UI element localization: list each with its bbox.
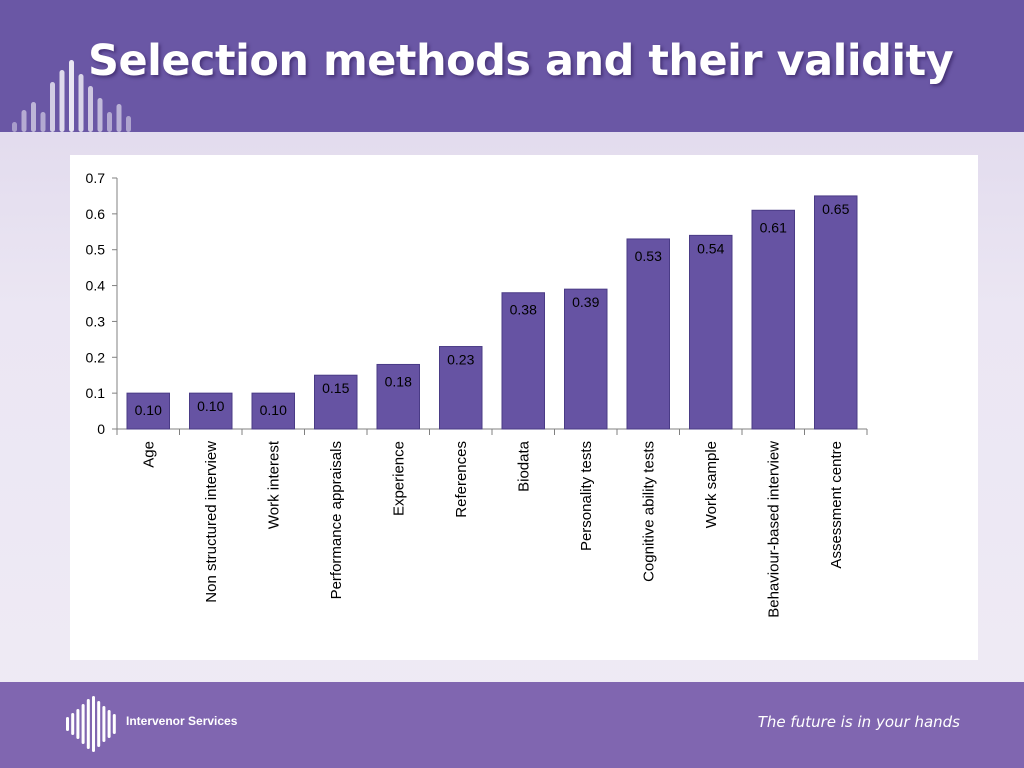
sound-bar bbox=[88, 86, 93, 132]
sound-bar bbox=[31, 102, 36, 132]
sound-bar bbox=[59, 70, 65, 132]
sound-bar bbox=[107, 112, 112, 132]
sound-bar bbox=[116, 104, 122, 132]
bar-cognitive-ability-tests bbox=[626, 238, 670, 430]
data-label: 0.38 bbox=[510, 302, 537, 318]
sound-bar bbox=[78, 74, 84, 132]
bar-work-sample bbox=[689, 234, 733, 430]
bar-age bbox=[126, 392, 170, 430]
x-tick-label: References bbox=[453, 441, 470, 518]
logo-bar bbox=[97, 701, 101, 747]
logo-bar bbox=[86, 699, 90, 749]
tagline: The future is in your hands bbox=[757, 713, 960, 731]
intervenor-logo-icon bbox=[66, 696, 116, 752]
data-label: 0.65 bbox=[822, 201, 849, 217]
bar-assessment-centre bbox=[814, 195, 858, 430]
logo-bar bbox=[71, 713, 75, 735]
y-tick-label: 0.3 bbox=[86, 313, 106, 329]
page-title: Selection methods and their validity bbox=[88, 36, 954, 86]
data-label: 0.18 bbox=[385, 373, 412, 389]
bar-behaviour-based-interview bbox=[751, 209, 795, 430]
data-label: 0.15 bbox=[322, 380, 349, 396]
x-tick-label: Cognitive ability tests bbox=[640, 441, 657, 582]
data-label: 0.53 bbox=[635, 248, 662, 264]
x-tick-label: Non structured interview bbox=[203, 441, 220, 603]
data-label: 0.10 bbox=[135, 402, 162, 418]
y-tick-label: 0.2 bbox=[86, 349, 106, 365]
logo-bar bbox=[81, 704, 85, 744]
y-tick-label: 0.4 bbox=[86, 278, 106, 294]
x-tick-label: Behaviour-based interview bbox=[765, 441, 782, 618]
y-tick-label: 0.5 bbox=[86, 242, 106, 258]
logo-bar bbox=[112, 714, 116, 734]
x-tick-label: Age bbox=[140, 441, 157, 468]
sound-bars-decoration bbox=[12, 60, 131, 132]
bar-work-interest bbox=[251, 392, 295, 430]
sound-bar bbox=[97, 98, 103, 132]
y-tick-label: 0.6 bbox=[86, 206, 106, 222]
x-tick-label: Biodata bbox=[515, 440, 532, 492]
data-label: 0.23 bbox=[447, 352, 474, 368]
logo-bar bbox=[92, 696, 95, 752]
data-label: 0.61 bbox=[760, 219, 787, 235]
chart-panel: 0 0.1 0.2 0.3 0.4 0.5 0.6 0.7 0.10 Age 0.10 Non str… bbox=[70, 155, 978, 660]
sound-bar bbox=[21, 110, 27, 132]
data-label: 0.54 bbox=[697, 240, 724, 256]
sound-bar bbox=[40, 112, 46, 132]
footer-banner: Intervenor Services The future is in you… bbox=[0, 682, 1024, 768]
data-label: 0.39 bbox=[572, 294, 599, 310]
y-tick-label: 0 bbox=[97, 421, 105, 437]
x-tick-label: Assessment centre bbox=[828, 441, 845, 569]
sound-bar bbox=[126, 116, 131, 132]
bar-performance-appraisals bbox=[314, 374, 358, 430]
bar-personality-tests bbox=[564, 288, 608, 430]
sound-bar bbox=[69, 60, 74, 132]
x-tick-label: Performance appraisals bbox=[328, 441, 345, 599]
x-tick-label: Work interest bbox=[265, 440, 282, 529]
y-tick-label: 0.1 bbox=[86, 385, 106, 401]
sound-bar bbox=[50, 82, 55, 132]
x-tick-label: Personality tests bbox=[578, 441, 595, 551]
logo-bar bbox=[76, 709, 80, 739]
data-label: 0.10 bbox=[260, 402, 287, 418]
bar-references bbox=[439, 346, 483, 430]
x-tick-label: Work sample bbox=[703, 441, 720, 528]
data-label: 0.10 bbox=[197, 398, 224, 414]
logo-bar bbox=[102, 706, 106, 742]
bar-non-structured-interview bbox=[189, 392, 233, 430]
bar-chart: 0 0.1 0.2 0.3 0.4 0.5 0.6 0.7 0.10 Age 0.10 Non str… bbox=[86, 170, 868, 618]
y-tick-label: 0.7 bbox=[86, 170, 106, 186]
bar-experience bbox=[376, 363, 420, 430]
logo-bar bbox=[66, 717, 69, 731]
bar-biodata bbox=[501, 292, 545, 430]
brand-name: Intervenor Services bbox=[126, 714, 238, 728]
header-banner: Selection methods and their validity bbox=[0, 0, 1024, 132]
x-tick-label: Experience bbox=[390, 441, 407, 516]
sound-bar bbox=[12, 122, 17, 132]
logo-bar bbox=[107, 710, 111, 738]
